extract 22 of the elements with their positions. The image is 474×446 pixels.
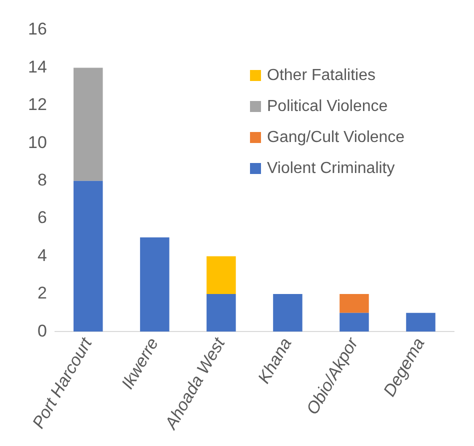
y-tick-label: 14 — [28, 57, 47, 76]
bar — [273, 294, 302, 332]
y-tick-label: 0 — [37, 321, 47, 340]
bar — [74, 68, 103, 181]
y-tick-label: 8 — [37, 170, 47, 190]
legend-label: Gang/Cult Violence — [267, 128, 405, 148]
bar — [74, 180, 103, 332]
legend-label: Violent Criminality — [267, 159, 395, 179]
bar — [140, 237, 170, 332]
bar — [340, 294, 369, 313]
legend-label: Other Fatalities — [267, 66, 376, 86]
bar — [340, 312, 369, 332]
bar — [206, 294, 236, 332]
legend-label: Political Violence — [267, 97, 388, 117]
bar — [406, 312, 436, 332]
y-tick-label: 12 — [28, 95, 47, 114]
y-tick-label: 10 — [28, 132, 47, 152]
y-tick-label: 4 — [37, 246, 47, 265]
bar — [206, 256, 236, 294]
y-tick-label: 16 — [28, 20, 47, 39]
y-tick-label: 2 — [37, 284, 47, 303]
y-tick-label: 6 — [37, 208, 47, 228]
